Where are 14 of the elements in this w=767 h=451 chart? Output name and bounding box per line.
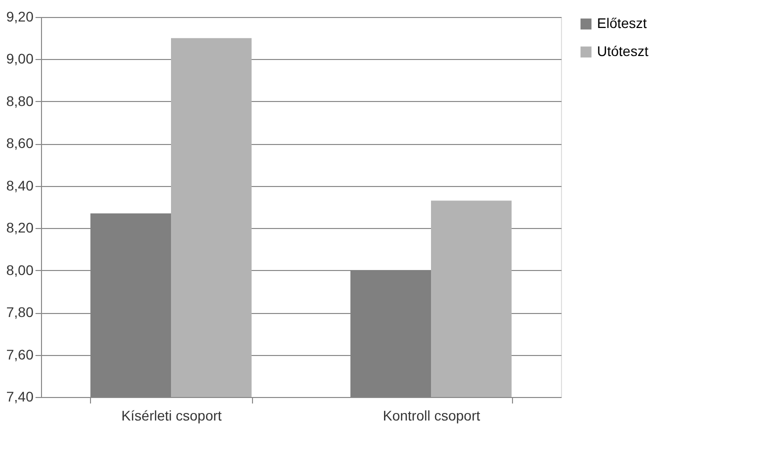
y-tick-label: 8,20 [6, 220, 34, 236]
y-tick-label: 8,60 [6, 135, 34, 152]
y-tick-label: 7,60 [6, 346, 34, 362]
y-tick-label: 9,20 [6, 8, 34, 24]
y-tick-label: 8,40 [6, 177, 34, 194]
legend-label: Utóteszt [597, 43, 648, 59]
legend-label: Előteszt [597, 15, 647, 31]
y-tick-label: 8,80 [6, 92, 34, 109]
x-tick-label: Kísérleti csoport [121, 408, 222, 424]
y-tick-label: 9,00 [6, 50, 34, 67]
x-tick-label: Kontroll csoport [382, 408, 480, 424]
y-tick-label: 7,40 [6, 388, 34, 404]
y-tick-label: 8,00 [6, 262, 34, 278]
y-tick-label: 7,80 [6, 304, 34, 320]
